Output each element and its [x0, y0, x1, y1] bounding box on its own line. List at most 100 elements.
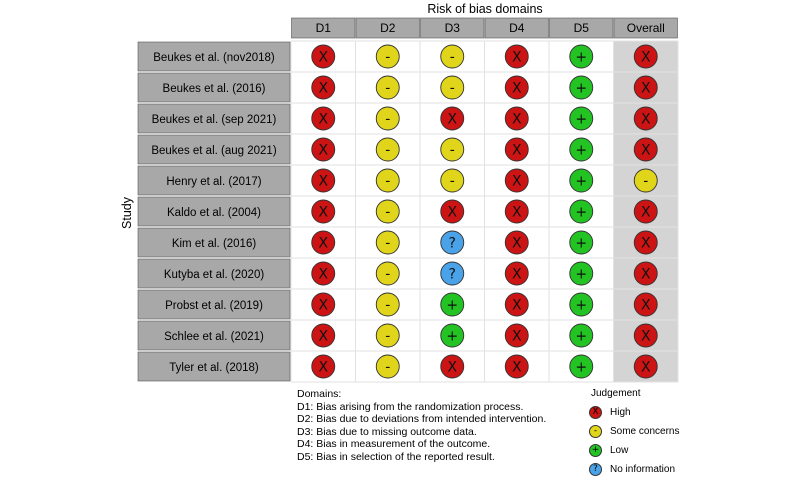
judgement-symbol: -: [385, 50, 390, 66]
judgement-high: X: [311, 199, 336, 224]
judgement-symbol: X: [512, 267, 522, 283]
judgement-symbol: X: [318, 236, 328, 252]
judgement-symbol: X: [641, 329, 651, 345]
judgement-dot: [633, 292, 658, 317]
judgement-low: +: [569, 323, 594, 348]
domain-d2: D2: Bias due to deviations from intended…: [297, 413, 547, 426]
legend-label-some-concerns: Some concerns: [610, 426, 680, 437]
judgement-dot: [504, 323, 529, 348]
judgement-dot: [504, 230, 529, 255]
study-label: Probst et al. (2019): [165, 300, 263, 312]
judgement-symbol: -: [385, 205, 390, 221]
judgement-high: X: [311, 230, 336, 255]
judgement-dot: [311, 106, 336, 131]
judgement-dot: [569, 75, 594, 100]
judgement-symbol: X: [318, 329, 328, 345]
judgement-symbol: X: [512, 205, 522, 221]
judgement-low: +: [569, 137, 594, 162]
judgement-some: -: [375, 199, 400, 224]
judgement-symbol: X: [318, 360, 328, 376]
judgement-high: X: [633, 292, 658, 317]
judgement-symbol: +: [575, 174, 587, 190]
judgement-high: X: [504, 75, 529, 100]
judgement-dot: [504, 261, 529, 286]
domains-legend: Domains: D1: Bias arising from the rando…: [297, 388, 577, 464]
judgement-symbol: X: [512, 236, 522, 252]
judgement-high: X: [633, 137, 658, 162]
judgement-dot: [311, 261, 336, 286]
judgement-some: -: [440, 75, 465, 100]
domain-d3: D3: Bias due to missing outcome data.: [297, 425, 477, 438]
low-risk-icon: +: [589, 444, 602, 457]
judgement-dot: [375, 292, 400, 317]
judgement-symbol: X: [447, 205, 457, 221]
judgement-some: -: [375, 44, 400, 69]
judgement-high: X: [440, 106, 465, 131]
judgement-dot: [311, 199, 336, 224]
some-concerns-icon: -: [589, 425, 602, 438]
judgement-legend: Judgement X High - Some concerns + Low ?…: [587, 388, 727, 479]
judgement-symbol: ?: [449, 236, 456, 252]
judgement-symbol: X: [512, 143, 522, 159]
study-label-bg: [137, 196, 291, 227]
judgement-high: X: [633, 261, 658, 286]
judgement-symbol: X: [641, 81, 651, 97]
judgement-symbol: +: [575, 236, 587, 252]
judgement-low: +: [569, 261, 594, 286]
judgement-symbol: +: [575, 205, 587, 221]
study-label: Tyler et al. (2018): [169, 362, 259, 374]
judgement-high: X: [633, 230, 658, 255]
judgement-symbol: -: [385, 112, 390, 128]
judgement-some: -: [375, 75, 400, 100]
plot-title: Risk of bias domains: [427, 2, 542, 16]
judgement-dot: [375, 261, 400, 286]
judgement-low: +: [569, 44, 594, 69]
judgement-high: X: [311, 106, 336, 131]
judgement-dot: [311, 323, 336, 348]
study-label-bg: [137, 258, 291, 289]
domain-d1: D1: Bias arising from the randomization …: [297, 400, 524, 413]
judgement-symbol: +: [575, 50, 587, 66]
judgement-dot: [375, 137, 400, 162]
judgement-some: -: [375, 261, 400, 286]
judgement-symbol: +: [446, 298, 458, 314]
judgement-dot: [375, 44, 400, 69]
judgement-low: +: [440, 323, 465, 348]
judgement-high: X: [633, 199, 658, 224]
judgement-dot: [633, 199, 658, 224]
judgement-noinfo: ?: [440, 261, 465, 286]
judgement-dot: [504, 106, 529, 131]
judgement-symbol: ?: [449, 267, 456, 283]
study-label: Beukes et al. (sep 2021): [152, 114, 277, 126]
judgement-symbol: -: [385, 143, 390, 159]
judgement-high: X: [633, 44, 658, 69]
column-header-d2: D2: [380, 21, 396, 35]
judgement-symbol: +: [575, 143, 587, 159]
judgement-dot: [440, 137, 465, 162]
legend-item-some-concerns: - Some concerns: [587, 422, 727, 441]
judgement-some: -: [375, 137, 400, 162]
judgement-high: X: [311, 323, 336, 348]
judgement-high: X: [311, 75, 336, 100]
judgement-dot: [504, 75, 529, 100]
judgement-symbol: X: [641, 50, 651, 66]
judgement-symbol: +: [575, 81, 587, 97]
judgement-some: -: [375, 323, 400, 348]
judgement-symbol: X: [447, 112, 457, 128]
column-header-bg: [549, 17, 614, 39]
judgement-dot: [440, 168, 465, 193]
judgement-symbol: -: [385, 81, 390, 97]
judgement-symbol: -: [450, 81, 455, 97]
study-label: Beukes et al. (nov2018): [153, 52, 275, 64]
judgement-low: +: [569, 106, 594, 131]
judgement-symbol: -: [450, 143, 455, 159]
study-label-bg: [137, 41, 291, 72]
judgement-dot: [311, 292, 336, 317]
judgement-cells: X - - X + XX - - X + XX - X X + XX - - X + XX - - X + -X - X X + XX -? X…: [311, 44, 658, 379]
column-header-bg: [484, 17, 549, 39]
judgement-low: +: [569, 168, 594, 193]
judgement-high: X: [440, 354, 465, 379]
judgement-dot: [633, 106, 658, 131]
judgement-high: X: [504, 168, 529, 193]
judgement-high: X: [311, 261, 336, 286]
